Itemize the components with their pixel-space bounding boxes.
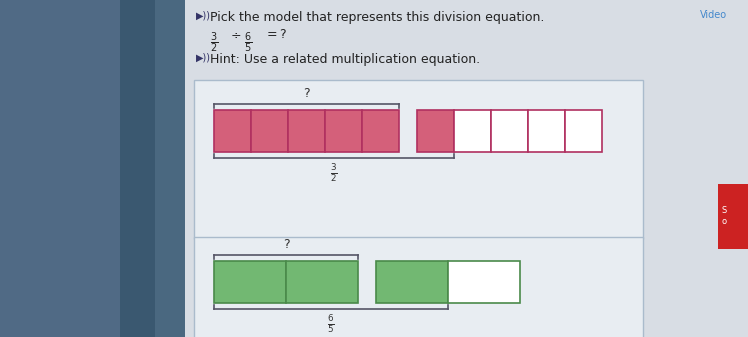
Text: $\frac{6}{5}$: $\frac{6}{5}$ bbox=[327, 313, 335, 335]
Text: $\frac{6}{5}$: $\frac{6}{5}$ bbox=[244, 31, 252, 55]
Bar bbox=[448, 261, 520, 303]
Bar bbox=[251, 110, 288, 152]
Bar bbox=[362, 110, 399, 152]
Bar bbox=[288, 110, 325, 152]
Bar bbox=[417, 110, 454, 152]
Text: ?: ? bbox=[303, 87, 310, 100]
Bar bbox=[214, 261, 286, 303]
Text: ?: ? bbox=[283, 238, 289, 251]
Bar bbox=[0, 0, 120, 337]
Bar bbox=[0, 0, 185, 337]
Text: $\div$: $\div$ bbox=[230, 28, 242, 41]
Bar bbox=[491, 110, 528, 152]
Text: S
o: S o bbox=[722, 206, 727, 226]
Bar bbox=[718, 184, 748, 249]
Text: Pick the model that represents this division equation.: Pick the model that represents this divi… bbox=[210, 11, 545, 24]
Bar bbox=[454, 110, 491, 152]
Bar bbox=[0, 0, 155, 337]
Bar bbox=[325, 110, 362, 152]
FancyBboxPatch shape bbox=[194, 80, 643, 239]
Bar bbox=[185, 0, 715, 337]
Bar bbox=[528, 110, 565, 152]
Bar bbox=[214, 110, 251, 152]
Bar bbox=[565, 110, 602, 152]
Text: ▶)): ▶)) bbox=[196, 11, 211, 21]
Bar bbox=[376, 261, 448, 303]
Text: Hint: Use a related multiplication equation.: Hint: Use a related multiplication equat… bbox=[210, 53, 480, 66]
FancyBboxPatch shape bbox=[194, 237, 643, 337]
Bar bbox=[286, 261, 358, 303]
Text: $\frac{3}{2}$: $\frac{3}{2}$ bbox=[210, 31, 218, 55]
Text: $= ?$: $= ?$ bbox=[264, 28, 287, 41]
Text: Video: Video bbox=[700, 10, 727, 20]
Text: $\frac{3}{2}$: $\frac{3}{2}$ bbox=[330, 162, 338, 184]
Text: ▶)): ▶)) bbox=[196, 53, 211, 63]
